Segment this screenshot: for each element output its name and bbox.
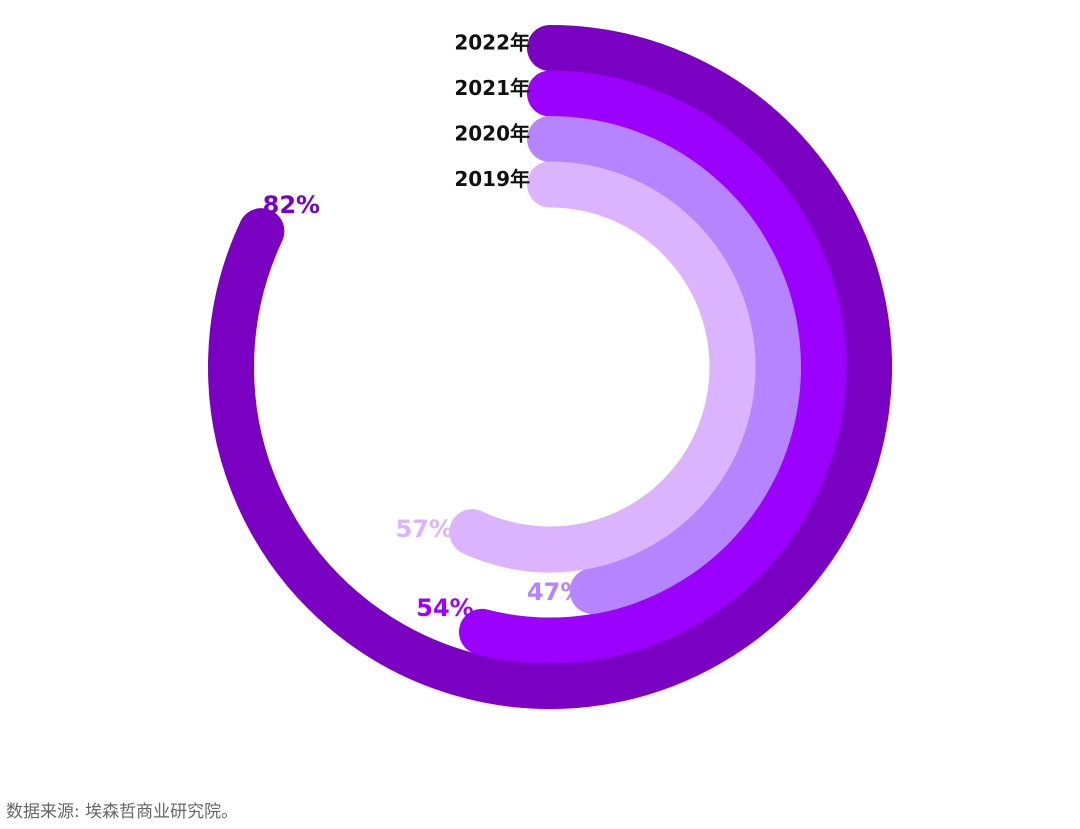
ring-bar xyxy=(449,161,756,573)
category-label: 2019年 xyxy=(454,167,530,191)
ring-bar xyxy=(208,25,892,709)
ring-bar xyxy=(527,116,801,614)
source-note: 数据来源: 埃森哲商业研究院。 xyxy=(6,802,238,822)
category-label: 2020年 xyxy=(454,122,530,146)
value-label: 47% xyxy=(527,578,584,606)
category-label: 2022年 xyxy=(454,31,530,55)
ring-bar xyxy=(458,70,847,664)
category-label: 2021年 xyxy=(454,76,530,100)
value-label: 54% xyxy=(416,594,473,622)
value-label: 57% xyxy=(396,515,453,543)
value-label: 82% xyxy=(263,191,320,219)
